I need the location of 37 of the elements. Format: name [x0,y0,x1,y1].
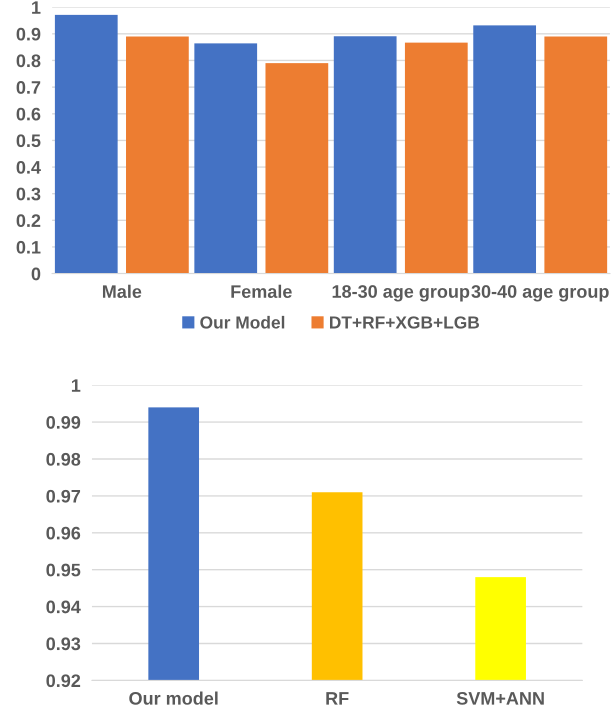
y-tick-label: 0.5 [16,134,40,148]
x-tick-label: 18-30 age group [332,285,470,302]
y-tick-label: 0.2 [16,214,40,228]
y-tick-label: 0.94 [46,600,81,614]
legend-label: DT+RF+XGB+LGB [330,316,480,329]
y-tick-label: 0.6 [16,108,40,120]
x-tick-label: Female [231,284,292,298]
y-tick-label: 1 [32,1,40,14]
bar [54,14,118,274]
y-tick-label: 0.93 [46,637,80,650]
x-tick-label: Male [102,284,142,298]
x-tick-label: RF [326,692,349,705]
x-tick-label: 30-40 age group [471,285,609,302]
bar [334,36,397,274]
y-tick-label: 0 [32,268,40,280]
y-tick-label: 0.96 [46,526,80,540]
y-tick-label: 0.7 [16,81,40,94]
legend-label: Our Model [200,316,284,329]
y-tick-label: 0.9 [16,28,40,41]
y-tick-label: 0.97 [46,490,80,503]
bar [404,42,468,274]
y-tick-label: 0.8 [16,54,40,68]
x-tick-label: SVM+ANN [456,692,544,705]
x-tick-label: Our model [129,692,218,705]
y-tick-label: 0.3 [16,188,40,200]
bar [265,63,328,274]
bar [194,43,258,274]
y-tick-label: 1 [72,379,80,392]
bar [473,25,536,274]
y-tick-label: 0.98 [46,452,80,466]
y-tick-label: 0.4 [16,160,41,174]
y-tick-label: 0.99 [46,416,80,429]
y-tick-label: 0.92 [46,674,80,688]
bar [126,36,189,274]
y-tick-label: 0.1 [16,240,40,254]
y-tick-label: 0.95 [46,564,80,576]
bar [544,36,608,274]
